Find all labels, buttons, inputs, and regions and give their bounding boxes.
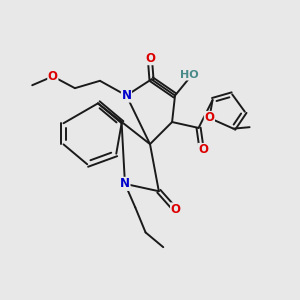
Text: N: N bbox=[120, 177, 130, 190]
Text: N: N bbox=[122, 89, 131, 102]
Text: O: O bbox=[48, 70, 58, 83]
Text: O: O bbox=[198, 143, 208, 157]
Text: O: O bbox=[145, 52, 155, 64]
Text: O: O bbox=[171, 203, 181, 216]
Text: HO: HO bbox=[180, 70, 199, 80]
Text: O: O bbox=[204, 112, 214, 124]
